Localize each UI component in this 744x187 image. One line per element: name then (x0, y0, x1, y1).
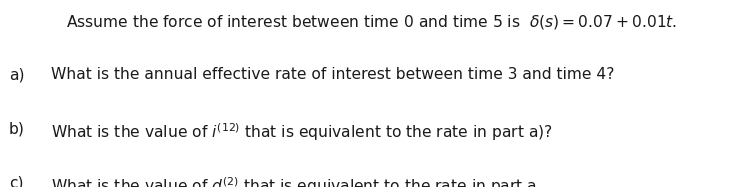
Text: What is the annual effective rate of interest between time 3 and time 4?: What is the annual effective rate of int… (51, 67, 614, 82)
Text: b): b) (9, 122, 25, 137)
Text: c): c) (9, 176, 23, 187)
Text: What is the value of $i^{(12)}$ that is equivalent to the rate in part a)?: What is the value of $i^{(12)}$ that is … (51, 122, 553, 143)
Text: What is the value of $d^{(2)}$ that is equivalent to the rate in part a: What is the value of $d^{(2)}$ that is e… (51, 176, 536, 187)
Text: Assume the force of interest between time 0 and time 5 is  $\delta(s) = 0.07 + 0: Assume the force of interest between tim… (66, 13, 678, 31)
Text: a): a) (9, 67, 25, 82)
